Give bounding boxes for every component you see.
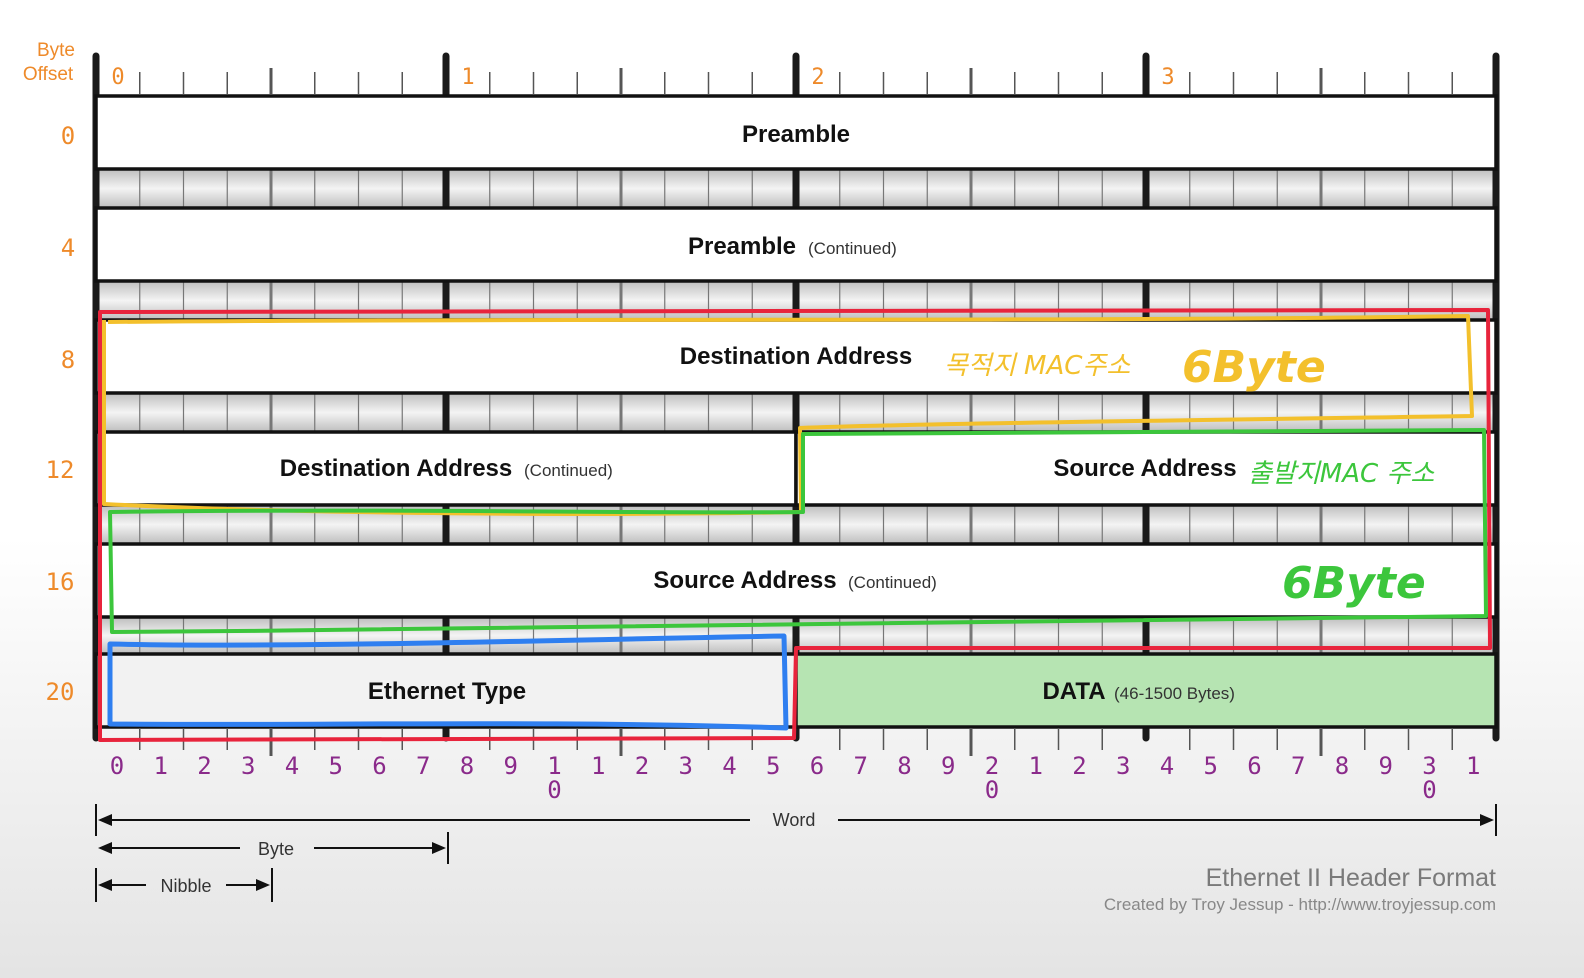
bit-number: 0	[110, 752, 124, 780]
source-address-continued-note: (Continued)	[848, 573, 937, 592]
bit-number: 3	[241, 752, 255, 780]
word-label: Word	[773, 810, 816, 830]
row-offset-16: 16	[46, 568, 75, 596]
destination-address-continued-note: (Continued)	[524, 461, 613, 480]
bit-number: 9	[1379, 752, 1393, 780]
destination-address-field	[94, 318, 1498, 395]
bit-number: 3	[679, 752, 693, 780]
ethernet-type-field	[94, 652, 798, 729]
byte-marker-0: 0	[111, 65, 124, 90]
source-address-label: Source Address	[1053, 455, 1236, 482]
bit-number-second-digit: 0	[1422, 776, 1436, 804]
bit-number: 1	[547, 752, 561, 780]
byte-label: Byte	[258, 839, 294, 859]
blue-highlight-outline	[107, 633, 789, 731]
credits-byline: Created by Troy Jessup - http://www.troy…	[1104, 895, 1496, 914]
bit-number: 2	[1072, 752, 1086, 780]
nibble-label: Nibble	[160, 876, 211, 896]
bit-number: 4	[285, 752, 299, 780]
bit-number: 2	[985, 752, 999, 780]
bit-number: 1	[591, 752, 605, 780]
bit-number: 7	[1291, 752, 1305, 780]
source-size-annotation: 6Byte	[1282, 558, 1426, 609]
source-address-continued-label: Source Address	[653, 567, 836, 594]
source-mac-annotation: 출발지MAC 주소	[1248, 459, 1435, 489]
bit-number: 2	[635, 752, 649, 780]
green-highlight-outline	[108, 428, 1488, 634]
row-offset-20: 20	[46, 678, 75, 706]
top-ruler	[139, 68, 1453, 94]
destination-mac-annotation: 목적지 MAC주소	[944, 351, 1131, 381]
bit-number: 4	[1160, 752, 1174, 780]
destination-address-continued-label: Destination Address	[280, 455, 513, 482]
bit-number: 6	[810, 752, 824, 780]
byte-offset-label-line2: Offset	[23, 64, 74, 85]
bit-numbers: 0 1 2 3 4 5 6 7 8 9 101 2 3 4 5 6 7 8 9 201 2 3 4 5 6 7 8 9 301	[110, 752, 1481, 804]
bit-number: 8	[460, 752, 474, 780]
bit-number: 7	[416, 752, 430, 780]
bit-number: 6	[372, 752, 386, 780]
bit-number: 3	[1116, 752, 1130, 780]
word-scale: Word	[95, 804, 1497, 836]
row-offset-12: 12	[46, 456, 75, 484]
byte-marker-3: 3	[1161, 65, 1174, 90]
bit-number: 5	[766, 752, 780, 780]
nibble-scale: Nibble	[95, 868, 273, 902]
yellow-highlight-outline	[102, 314, 1474, 516]
bit-number: 3	[1422, 752, 1436, 780]
byte-marker-2: 2	[811, 65, 824, 90]
bit-number: 9	[504, 752, 518, 780]
data-field	[794, 652, 1498, 729]
data-label: DATA	[1042, 678, 1105, 705]
byte-offset-label-line1: Byte	[37, 40, 75, 61]
data-note: (46-1500 Bytes)	[1114, 684, 1235, 703]
bit-number: 5	[1204, 752, 1218, 780]
row-offset-0: 0	[61, 122, 75, 150]
bit-number: 1	[154, 752, 168, 780]
destination-address-continued-field	[94, 430, 798, 507]
bit-number: 4	[722, 752, 736, 780]
red-highlight-outline	[98, 308, 1492, 742]
preamble-continued-field	[94, 206, 1498, 283]
preamble-field	[94, 94, 1498, 171]
preamble-continued-label: Preamble	[688, 233, 796, 260]
bit-number-second-digit: 0	[985, 776, 999, 804]
bit-number: 7	[854, 752, 868, 780]
bit-number: 8	[897, 752, 911, 780]
bit-number: 8	[1335, 752, 1349, 780]
bit-number-second-digit: 0	[547, 776, 561, 804]
bit-number: 5	[329, 752, 343, 780]
bit-number: 6	[1247, 752, 1261, 780]
bit-number: 1	[1029, 752, 1043, 780]
source-address-continued-field	[94, 542, 1498, 619]
row-offset-4: 4	[61, 234, 75, 262]
preamble-continued-note: (Continued)	[808, 239, 897, 258]
credits-title: Ethernet II Header Format	[1206, 864, 1496, 892]
destination-address-label: Destination Address	[680, 343, 913, 370]
row-offset-8: 8	[61, 346, 75, 374]
bit-number: 9	[941, 752, 955, 780]
preamble-label: Preamble	[742, 121, 850, 148]
destination-size-annotation: 6Byte	[1182, 342, 1326, 393]
byte-scale: Byte	[98, 832, 449, 864]
ethernet-type-label: Ethernet Type	[368, 678, 526, 705]
byte-marker-1: 1	[461, 65, 474, 90]
bit-number: 1	[1466, 752, 1480, 780]
bit-number: 2	[197, 752, 211, 780]
